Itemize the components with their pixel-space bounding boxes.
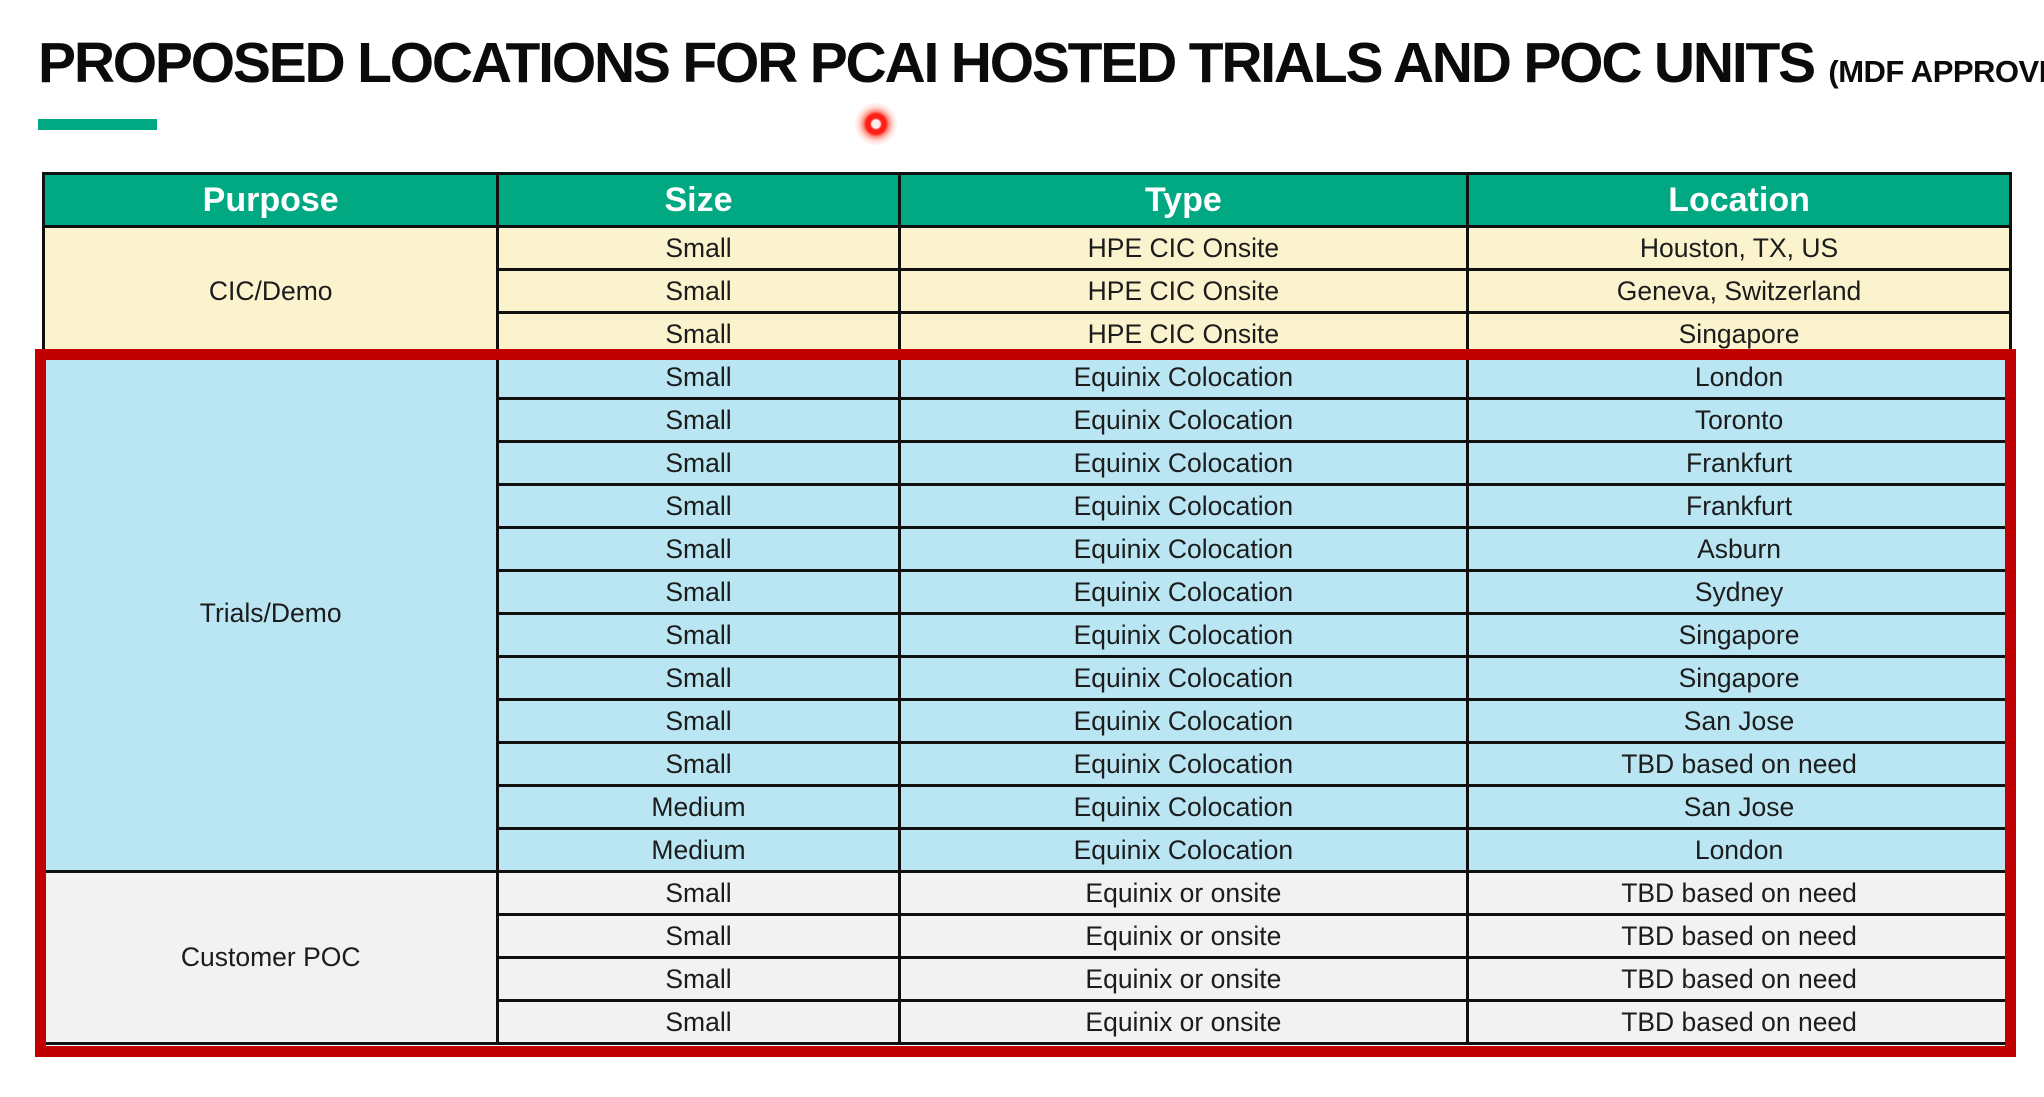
cell-location: TBD based on need [1466, 999, 2012, 1045]
table-row: Small Equinix Colocation Frankfurt [44, 483, 2012, 529]
table-row: CIC/Demo Small HPE CIC Onsite Houston, TX, … [41, 225, 2012, 357]
cell-type: Equinix or onsite [897, 999, 1470, 1045]
cell-type: Equinix Colocation [897, 483, 1470, 529]
cell-location: Sydney [1466, 569, 2012, 615]
cell-size: Small [496, 397, 901, 443]
cell-size: Small [496, 956, 901, 1002]
cell-size: Small [496, 526, 901, 572]
laser-pointer-dot-icon [854, 102, 898, 146]
purpose-cell: CIC/Demo [41, 225, 500, 357]
table-row: Small Equinix or onsite TBD based on need [44, 956, 2012, 1002]
cell-type: HPE CIC Onsite [897, 311, 1470, 357]
cell-type: Equinix Colocation [897, 784, 1470, 830]
cell-type: Equinix Colocation [897, 612, 1470, 658]
cell-size: Small [496, 655, 901, 701]
cell-size: Small [496, 225, 901, 271]
cell-size: Small [496, 913, 901, 959]
cell-location: TBD based on need [1466, 956, 2012, 1002]
table-row: Small Equinix Colocation Frankfurt [44, 440, 2012, 486]
cell-size: Medium [496, 784, 901, 830]
cell-location: San Jose [1466, 784, 2012, 830]
table-row: Small Equinix or onsite TBD based on need [44, 913, 2012, 959]
cell-type: Equinix Colocation [897, 827, 1470, 873]
cell-type: Equinix Colocation [897, 397, 1470, 443]
table-row: Small Equinix Colocation Singapore [44, 655, 2012, 701]
cell-size: Small [496, 311, 901, 357]
table-row: Small Equinix Colocation Toronto [44, 397, 2012, 443]
column-header-location: Location [1466, 172, 2012, 228]
cell-type: HPE CIC Onsite [897, 225, 1470, 271]
table-row: Small Equinix Colocation San Jose [44, 698, 2012, 744]
title-accent-bar [38, 119, 157, 130]
cell-location: Frankfurt [1466, 440, 2012, 486]
table-row: Small Equinix Colocation TBD based on need [44, 741, 2012, 787]
cell-type: Equinix Colocation [897, 569, 1470, 615]
cell-type: Equinix Colocation [897, 440, 1470, 486]
cell-size: Small [496, 870, 901, 916]
page-title-suffix: (MDF APPROVED) [1828, 54, 2044, 89]
cell-location: London [1466, 354, 2012, 400]
cell-type: Equinix Colocation [897, 655, 1470, 701]
cell-location: TBD based on need [1466, 870, 2012, 916]
table-row: Medium Equinix Colocation San Jose [44, 784, 2012, 830]
column-header-size: Size [496, 172, 901, 228]
cell-location: London [1466, 827, 2012, 873]
cell-size: Small [496, 999, 901, 1045]
cell-size: Small [496, 612, 901, 658]
cell-location: Asburn [1466, 526, 2012, 572]
cell-size: Small [496, 698, 901, 744]
cell-size: Small [496, 569, 901, 615]
cell-type: Equinix Colocation [897, 698, 1470, 744]
cell-size: Small [496, 741, 901, 787]
table-row: Small Equinix Colocation Sydney [44, 569, 2012, 615]
cell-size: Small [496, 440, 901, 486]
cell-type: Equinix Colocation [897, 741, 1470, 787]
cell-type: Equinix or onsite [897, 913, 1470, 959]
table-row: Trials/Demo Small Equinix Colocation London [41, 354, 2012, 873]
cell-size: Medium [496, 827, 901, 873]
table-row: Customer POC Small Equinix or onsite TBD ba… [41, 870, 2012, 1045]
table-row: Small Equinix Colocation Singapore [44, 612, 2012, 658]
cell-location: TBD based on need [1466, 913, 2012, 959]
cell-size: Small [496, 483, 901, 529]
table-row: Small HPE CIC Onsite Geneva, Switzerland [44, 268, 2012, 314]
column-header-purpose: Purpose [41, 172, 500, 228]
cell-location: Toronto [1466, 397, 2012, 443]
table-row: Small Equinix or onsite TBD based on need [44, 999, 2012, 1045]
cell-location: Singapore [1466, 311, 2012, 357]
table-row: Medium Equinix Colocation London [44, 827, 2012, 873]
page-title: PROPOSED LOCATIONS FOR PCAI HOSTED TRIAL… [38, 30, 2044, 96]
cell-size: Small [496, 268, 901, 314]
cell-type: Equinix or onsite [897, 870, 1470, 916]
cell-type: Equinix Colocation [897, 354, 1470, 400]
locations-table: Purpose Size Type Location CIC/Demo Small… [41, 172, 2012, 1045]
purpose-cell: Trials/Demo [41, 354, 500, 873]
cell-size: Small [496, 354, 901, 400]
cell-location: San Jose [1466, 698, 2012, 744]
cell-location: Singapore [1466, 612, 2012, 658]
cell-type: Equinix Colocation [897, 526, 1470, 572]
cell-location: Frankfurt [1466, 483, 2012, 529]
table-row: Small Equinix Colocation Asburn [44, 526, 2012, 572]
purpose-cell: Customer POC [41, 870, 500, 1045]
cell-location: TBD based on need [1466, 741, 2012, 787]
cell-location: Singapore [1466, 655, 2012, 701]
page-title-main: PROPOSED LOCATIONS FOR PCAI HOSTED TRIAL… [38, 31, 1816, 95]
locations-table-wrap: Purpose Size Type Location CIC/Demo Small… [41, 172, 2012, 1045]
column-header-type: Type [897, 172, 1470, 228]
cell-type: Equinix or onsite [897, 956, 1470, 1002]
cell-type: HPE CIC Onsite [897, 268, 1470, 314]
table-header-row: Purpose Size Type Location [41, 172, 2012, 228]
cell-location: Houston, TX, US [1466, 225, 2012, 271]
cell-location: Geneva, Switzerland [1466, 268, 2012, 314]
